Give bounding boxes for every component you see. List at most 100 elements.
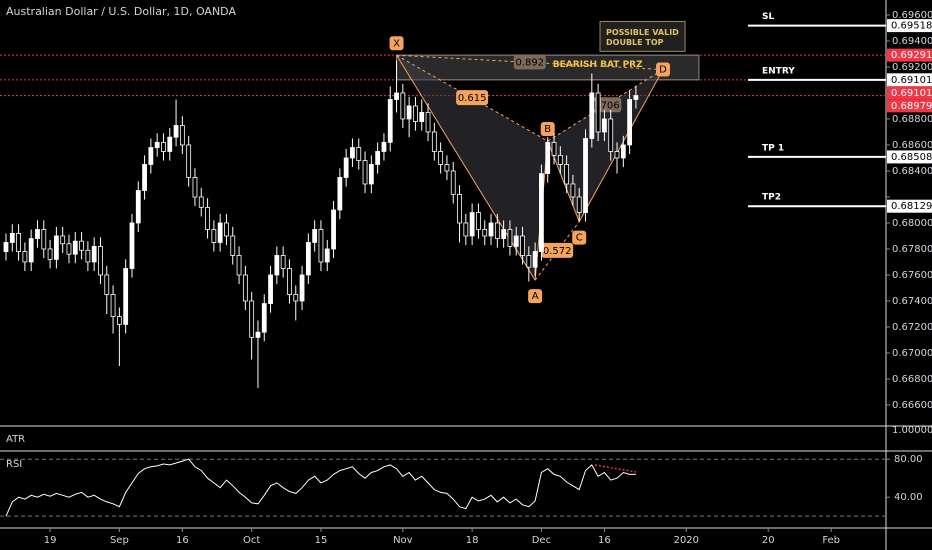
candle-body (211, 229, 217, 243)
candle-body (242, 274, 248, 302)
candle-body (362, 160, 368, 185)
candle-body (91, 245, 97, 263)
candle-body (287, 268, 292, 295)
candle-body (47, 248, 53, 260)
candle-body (274, 255, 280, 276)
candle-body (85, 249, 91, 263)
candle-body (53, 235, 59, 260)
candle-body (79, 240, 84, 251)
candle-body (142, 164, 147, 191)
price-label: 0.69518 (891, 21, 932, 32)
candle-body (469, 212, 475, 237)
point-label: A (532, 291, 539, 302)
ratio-label: 1.706 (591, 100, 620, 111)
candle-body (179, 125, 185, 146)
candle-body (236, 255, 242, 276)
candle-body (457, 193, 462, 224)
point-label: X (393, 38, 400, 49)
y-tick-label: 0.67000 (892, 348, 932, 359)
candle-body (230, 235, 236, 256)
candle-body (557, 154, 563, 165)
candle-body (104, 274, 110, 295)
candle-body (602, 118, 607, 133)
candle-body (350, 147, 355, 159)
candle-body (224, 222, 229, 237)
atr-label: ATR (6, 434, 25, 445)
note-box (599, 20, 686, 52)
candle-body (375, 151, 381, 165)
candle-body (217, 222, 223, 243)
candle-body (318, 229, 324, 263)
candle-body (394, 92, 399, 100)
rsi-line (5, 458, 636, 517)
candle-body (406, 105, 412, 120)
candle-body (98, 245, 103, 276)
candle-body (576, 196, 582, 213)
price-line-name: TP2 (762, 193, 781, 203)
point-box (656, 62, 671, 77)
ratio-box (456, 90, 489, 106)
x-tick-label: Oct (243, 535, 260, 546)
y-tick-label: 0.67800 (892, 244, 932, 255)
candle-body (305, 242, 311, 276)
ratio-label: 0.892 (515, 57, 544, 68)
price-label-box (887, 73, 932, 87)
candle-body (192, 177, 198, 198)
x-tick-label: 20 (762, 535, 775, 546)
candle-body (413, 105, 418, 122)
y-tick-label: 0.67200 (892, 322, 932, 333)
candle-body (186, 144, 192, 178)
x-tick-label: Sep (110, 535, 129, 546)
price-line-name: SL (762, 12, 774, 22)
rsi-tick-label: 40.00 (894, 492, 923, 503)
x-tick-label: 16 (598, 535, 611, 546)
candle-body (368, 164, 374, 185)
candle-body (28, 238, 34, 263)
candle-body (280, 255, 286, 269)
candle-body (22, 251, 28, 263)
point-box (528, 289, 543, 304)
y-tick-label: 0.69400 (892, 36, 932, 47)
candle-body (494, 222, 500, 239)
candle-body (589, 92, 595, 139)
candle-body (438, 151, 444, 165)
point-box (572, 230, 587, 245)
candle-body (633, 95, 639, 100)
candle-body (116, 316, 122, 325)
x-tick-label: Dec (532, 535, 551, 546)
y-tick-label: 0.68800 (892, 114, 932, 125)
point-box (389, 36, 404, 51)
candle-body (167, 136, 173, 152)
candle-body (16, 232, 21, 252)
rsi-tick-label: 80.00 (894, 454, 923, 465)
candle-body (419, 112, 425, 122)
y-tick-label: 0.67600 (892, 270, 932, 281)
candle-body (501, 229, 507, 239)
candle-body (148, 147, 154, 165)
point-box (540, 122, 555, 137)
candle-body (337, 177, 343, 211)
candle-body (343, 157, 349, 178)
price-label: 0.69101 (891, 88, 932, 99)
price-label-box (887, 150, 932, 164)
candle-body (312, 229, 318, 243)
candle-body (520, 235, 525, 256)
candle-body (324, 248, 330, 263)
x-tick-label: 15 (315, 535, 328, 546)
prz-label: BEARISH BAT PRZ (553, 60, 643, 70)
candle-body (255, 331, 261, 338)
candle-body (488, 222, 494, 237)
price-label: 0.68129 (891, 201, 932, 212)
candle-body (205, 206, 210, 230)
chart-title: Australian Dollar / U.S. Dollar, 1D, OAN… (6, 5, 236, 18)
candle-body (261, 303, 267, 333)
price-label-box (887, 199, 932, 213)
candle-body (570, 183, 576, 198)
candle-body (161, 141, 166, 152)
price-line-name: ENTRY (762, 66, 795, 76)
y-tick-label: 0.67400 (892, 296, 932, 307)
price-label: 0.68979 (891, 101, 932, 112)
candle-body (463, 222, 469, 237)
